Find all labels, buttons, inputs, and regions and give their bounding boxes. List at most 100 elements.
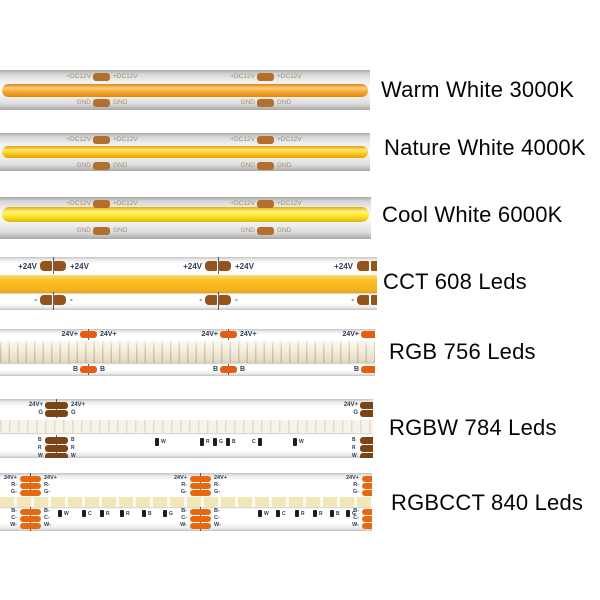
pad-label: W-: [10, 522, 17, 528]
pad-label: GND: [76, 227, 91, 234]
pad-label: C-: [353, 515, 359, 521]
pad-label: R-: [214, 482, 220, 488]
solder-pad: [190, 476, 211, 482]
solder-pad: [20, 516, 41, 522]
solder-pad: [362, 509, 372, 515]
pad-label: R: [38, 445, 42, 451]
pad-label: W: [38, 453, 43, 458]
pad-label: 24V+: [343, 402, 358, 408]
pad-label: W: [352, 453, 357, 458]
pad-label: C-: [11, 515, 17, 521]
pad-label: B: [352, 437, 356, 443]
led-strip-rgbcct: 24V+ 24V+ R- R- G- G- B- B- C- C- W- W- …: [0, 473, 372, 531]
pad-label: 24V+: [214, 475, 227, 481]
solder-pad: [360, 445, 373, 452]
pad-label: 24V+: [174, 475, 187, 481]
pad-label: G-: [44, 489, 51, 495]
component-label: W: [64, 511, 69, 517]
pad-label: G: [71, 410, 76, 416]
pad-label: C-: [44, 515, 50, 521]
component-label: R: [206, 439, 210, 445]
smd-component: [346, 510, 350, 517]
solder-pad: [93, 162, 110, 170]
pad-label: B-: [11, 508, 17, 514]
pad-label: C-: [181, 515, 187, 521]
pad-label: +DC12V: [230, 136, 255, 143]
solder-pad: [80, 331, 97, 338]
pad-label: -: [34, 295, 37, 304]
cob-phosphor-band: [0, 341, 375, 363]
component-label: C: [252, 439, 256, 445]
pad-label: GND: [76, 162, 91, 169]
pad-label: B-: [353, 508, 359, 514]
led-strip-cool-white: +DC12V +DC12V +DC12V +DC12V GND GND GND …: [0, 197, 371, 239]
smd-component: [226, 438, 230, 446]
pad-label: 24V+: [100, 331, 117, 338]
pad-label: 24V+: [342, 331, 359, 338]
product-label: RGBCCT 840 Leds: [391, 490, 584, 515]
solder-pad: [20, 476, 41, 482]
cut-mark: [218, 292, 219, 310]
pad-label: W-: [180, 522, 187, 528]
pad-label: 24V+: [201, 331, 218, 338]
led-strip-rgbw: 24V+ 24V+ G G B B R R W W 24V+ G B R W W…: [0, 399, 373, 458]
pad-label: B-: [214, 508, 220, 514]
solder-pad: [190, 509, 211, 515]
pad-label: +DC12V: [66, 136, 91, 143]
pad-label: GND: [277, 99, 292, 106]
pad-label: W-: [352, 522, 359, 528]
pad-label: R-: [353, 482, 359, 488]
cob-phosphor-band: [0, 420, 373, 433]
pad-label: +DC12V: [66, 73, 91, 80]
pad-label: -: [70, 295, 73, 304]
solder-pad: [205, 261, 217, 271]
component-label: R: [106, 511, 110, 517]
pad-label: B: [212, 366, 218, 373]
led-strip-nature-white: +DC12V +DC12V +DC12V +DC12V GND GND GND …: [0, 133, 370, 171]
product-label: Cool White 6000K: [382, 202, 563, 227]
pad-label: G: [38, 410, 43, 416]
solder-pad: [360, 410, 373, 417]
component-label: W: [264, 511, 269, 517]
solder-pad: [257, 162, 274, 170]
solder-pad: [45, 445, 68, 452]
solder-pad: [371, 261, 377, 271]
solder-pad: [20, 490, 41, 496]
pad-label: R-: [11, 482, 17, 488]
pad-label: +DC12V: [230, 200, 255, 207]
component-label: B: [336, 511, 340, 517]
smd-component: [295, 510, 299, 517]
pad-label: GND: [240, 227, 255, 234]
pad-label: G-: [352, 489, 359, 495]
pad-label: G: [353, 410, 358, 416]
solder-pad: [190, 483, 211, 489]
solder-pad: [362, 476, 372, 482]
solder-pad: [220, 366, 237, 373]
component-label: C: [282, 511, 286, 517]
smd-component: [258, 510, 262, 517]
pad-label: B: [353, 366, 359, 373]
solder-pad: [362, 516, 372, 522]
solder-pad: [190, 523, 211, 529]
solder-pad: [93, 200, 110, 208]
solder-pad: [93, 99, 110, 107]
solder-pad: [361, 366, 375, 373]
pad-label: 24V+: [44, 475, 57, 481]
solder-pad: [80, 366, 97, 373]
cut-mark: [218, 257, 219, 274]
cut-mark: [53, 257, 54, 274]
pad-label: R: [352, 445, 356, 451]
cut-mark: [53, 292, 54, 310]
pad-label: +DC12V: [113, 136, 138, 143]
pad-label: +DC12V: [277, 73, 302, 80]
smd-component: [82, 510, 86, 517]
component-label: B: [232, 439, 236, 445]
solder-pad: [54, 261, 66, 271]
pad-label: GND: [277, 227, 292, 234]
solder-pad: [93, 227, 110, 235]
product-label: Warm White 3000K: [381, 77, 575, 102]
pad-label: G-: [10, 489, 17, 495]
solder-pad: [219, 295, 231, 305]
smd-component: [213, 438, 217, 446]
